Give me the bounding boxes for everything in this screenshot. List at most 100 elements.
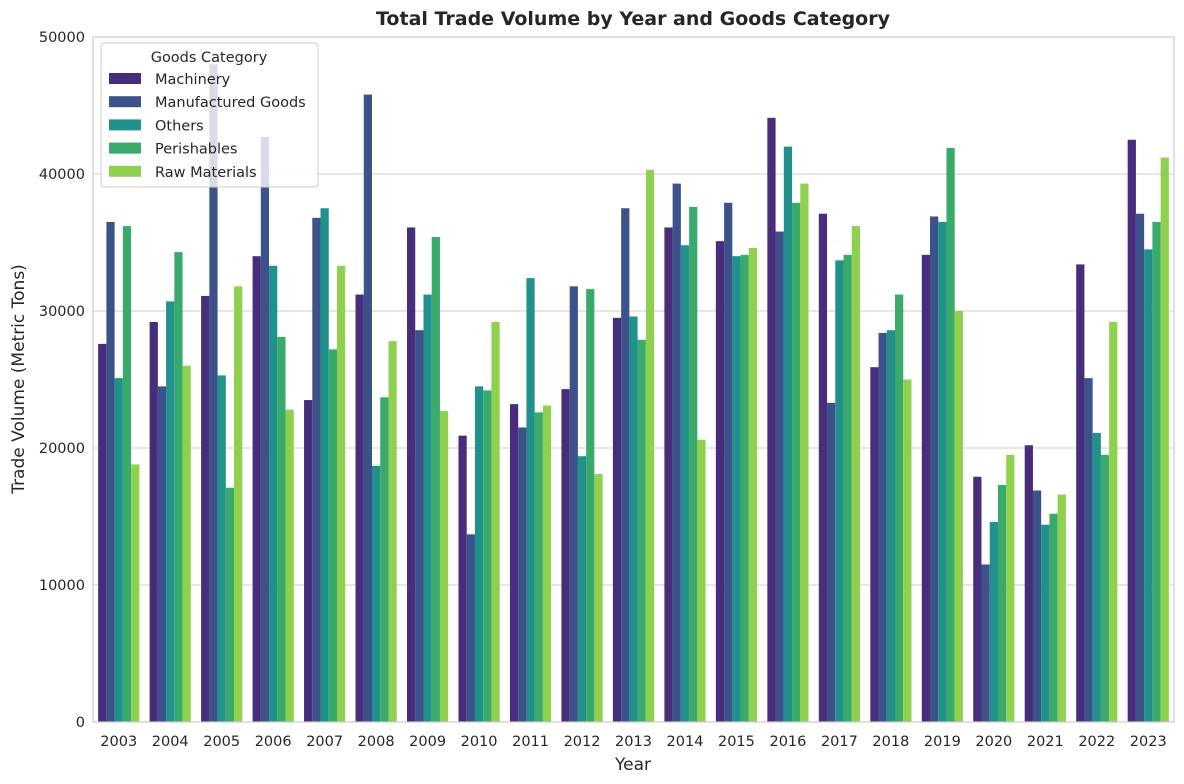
bar-machinery [818, 213, 828, 723]
x-tick-label: 2013 [615, 734, 652, 750]
bar-raw-materials [336, 265, 346, 722]
bar-manufactured-goods [981, 564, 990, 722]
x-tick-label: 2014 [667, 734, 704, 750]
bar-machinery [664, 227, 673, 722]
bar-others [1092, 432, 1101, 722]
bar-perishables [689, 206, 698, 722]
bar-raw-materials [645, 169, 655, 722]
bar-perishables [328, 349, 337, 722]
bar-others [989, 521, 998, 722]
bar-manufactured-goods [878, 332, 887, 722]
bar-raw-materials [800, 183, 809, 723]
x-tick-label: 2022 [1078, 734, 1115, 750]
bar-manufactured-goods [1135, 213, 1145, 723]
bar-others [1041, 524, 1050, 722]
bar-manufactured-goods [827, 402, 836, 722]
bar-others [783, 146, 793, 723]
legend-swatch [109, 142, 141, 154]
bar-raw-materials [439, 411, 449, 722]
bar-others [423, 294, 432, 722]
y-tick-label: 0 [76, 715, 85, 731]
bar-machinery [98, 343, 107, 722]
x-tick-label: 2003 [100, 734, 137, 750]
bar-manufactured-goods [157, 386, 167, 722]
bar-manufactured-goods [724, 202, 733, 722]
bar-raw-materials [1109, 321, 1118, 722]
bar-manufactured-goods [930, 216, 939, 722]
y-tick-label: 10000 [39, 578, 85, 594]
x-tick-label: 2010 [461, 734, 498, 750]
x-tick-label: 2015 [718, 734, 755, 750]
bar-others [938, 221, 947, 722]
bar-machinery [561, 389, 570, 722]
bar-machinery [252, 256, 261, 722]
bar-perishables [1152, 221, 1161, 722]
bar-machinery [1024, 445, 1033, 722]
y-axis-label: Trade Volume (Metric Tons) [9, 264, 29, 495]
bar-perishables [534, 412, 543, 722]
bar-others [269, 265, 278, 722]
bar-machinery [458, 435, 467, 722]
legend-entry: Manufactured Goods [155, 95, 306, 111]
bar-others [320, 208, 329, 722]
legend-entry: Others [155, 118, 204, 134]
x-tick-label: 2008 [358, 734, 395, 750]
bar-others [217, 375, 226, 722]
bar-manufactured-goods [518, 427, 527, 722]
bar-perishables [1049, 513, 1058, 722]
bar-machinery [407, 227, 416, 722]
bar-manufactured-goods [260, 137, 270, 722]
bar-machinery [870, 367, 879, 722]
x-tick-label: 2011 [512, 734, 549, 750]
legend-swatch [109, 73, 141, 84]
y-axis-ticks: 0 10000 20000 30000 40000 50000 [39, 30, 85, 731]
bar-machinery [149, 321, 158, 722]
bar-perishables [792, 202, 801, 722]
x-tick-label: 2023 [1130, 734, 1167, 750]
y-tick-label: 40000 [39, 167, 85, 183]
bar-others [372, 465, 381, 722]
bar-perishables [277, 337, 286, 722]
bar-perishables [894, 294, 904, 722]
bar-manufactured-goods [1032, 490, 1042, 722]
legend: Goods Category Machinery Manufactured Goo… [100, 42, 319, 188]
bar-machinery [973, 476, 982, 722]
bar-perishables [122, 226, 132, 722]
bar-machinery [1127, 139, 1136, 722]
bar-machinery [1076, 264, 1085, 722]
x-tick-label: 2005 [203, 734, 240, 750]
bar-raw-materials [1160, 157, 1169, 722]
bar-raw-materials [182, 365, 191, 722]
bar-manufactured-goods [415, 330, 424, 722]
bar-raw-materials [748, 247, 758, 723]
x-tick-label: 2020 [975, 734, 1012, 750]
legend-entry: Machinery [155, 72, 231, 88]
chart-title: Total Trade Volume by Year and Goods Cat… [376, 8, 891, 30]
bar-others [577, 456, 587, 722]
legend-entry: Raw Materials [155, 165, 257, 181]
bar-machinery [612, 317, 622, 722]
bar-machinery [201, 295, 210, 722]
bar-raw-materials [388, 341, 397, 722]
x-axis-ticks: 2003 2004 2005 2006 2007 2008 2009 2010 2011 2012… [100, 734, 1166, 750]
bar-manufactured-goods [312, 217, 321, 722]
bar-manufactured-goods [569, 286, 578, 722]
bar-others [474, 386, 484, 722]
bar-machinery [921, 254, 931, 722]
x-tick-label: 2016 [769, 734, 806, 750]
bar-machinery [355, 294, 364, 722]
bar-raw-materials [903, 379, 912, 722]
bar-others [526, 278, 535, 722]
bar-manufactured-goods [209, 64, 218, 722]
bar-perishables [174, 252, 183, 722]
x-tick-label: 2007 [306, 734, 343, 750]
bar-raw-materials [285, 409, 294, 722]
bar-perishables [637, 339, 646, 722]
x-tick-label: 2006 [255, 734, 292, 750]
y-tick-label: 20000 [39, 441, 85, 457]
x-tick-label: 2021 [1027, 734, 1064, 750]
bar-raw-materials [542, 405, 552, 722]
bar-others [629, 316, 638, 722]
bar-raw-materials [1057, 494, 1066, 722]
bar-perishables [843, 254, 852, 722]
